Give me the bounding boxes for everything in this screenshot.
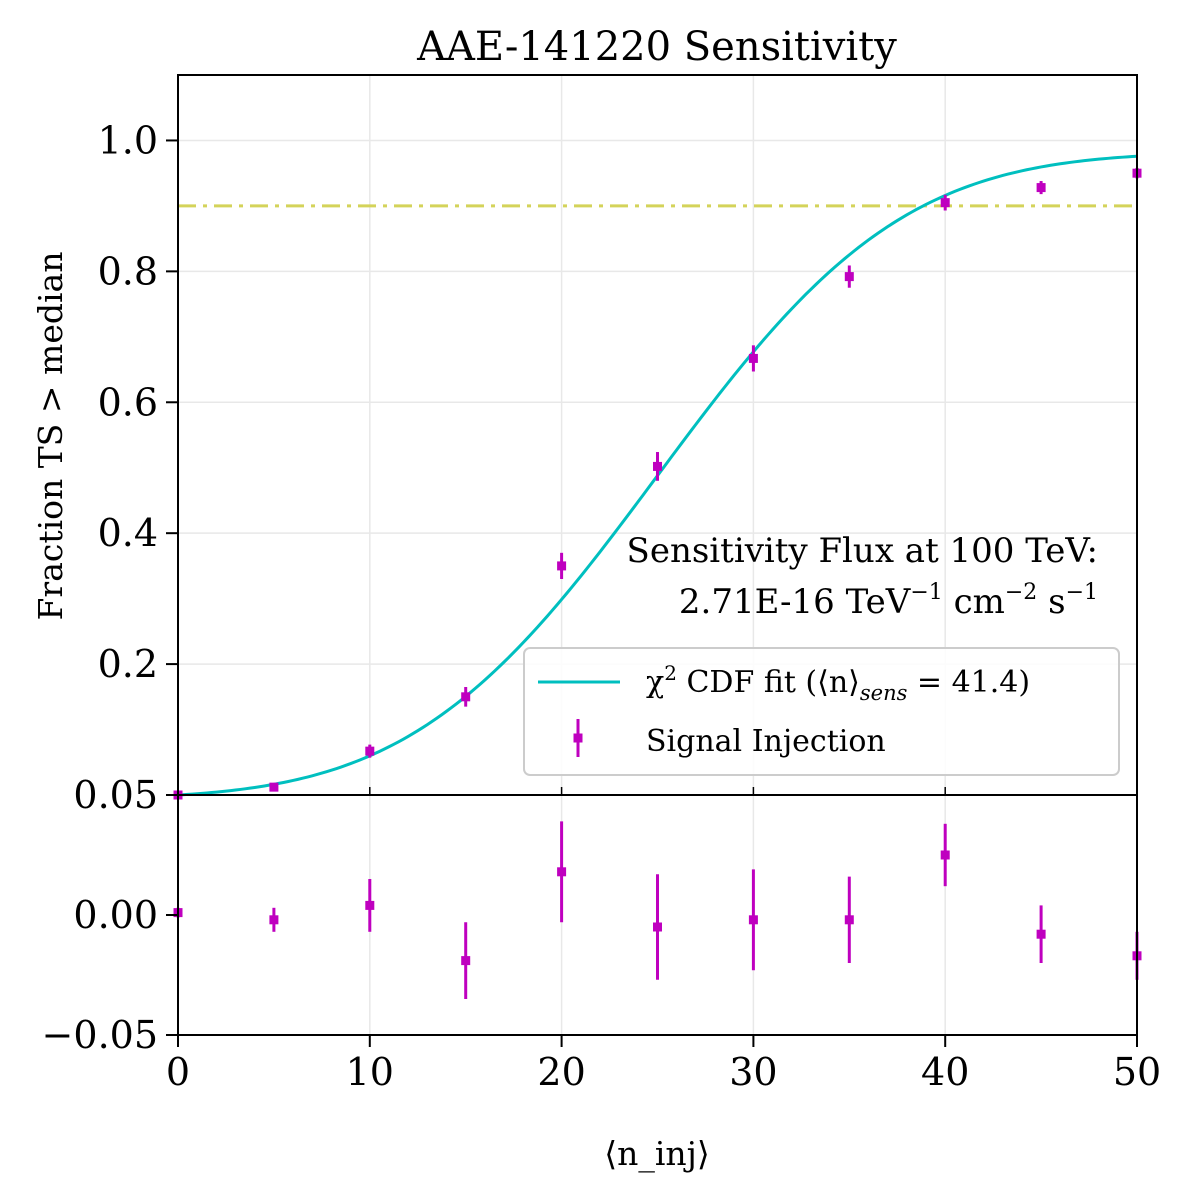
y-tick-label-top: 1.0 (98, 118, 158, 162)
annotation-line2: 2.71E-16 TeV−1 cm−2 s−1 (679, 580, 1098, 622)
y-axis-label: Fraction TS > median (31, 252, 70, 621)
residual-marker (940, 850, 950, 860)
residual-marker (461, 956, 471, 966)
signal-point (844, 265, 854, 288)
residual-point (940, 823, 950, 887)
signal-marker (461, 692, 471, 702)
legend-signal-marker (573, 733, 583, 743)
x-axis-label: ⟨n_inj⟩ (604, 1134, 710, 1174)
residual-marker (653, 922, 662, 932)
legend-box (523, 647, 1120, 776)
residual-marker (269, 915, 279, 925)
residual-point (1036, 905, 1046, 963)
x-tick-label: 40 (921, 1050, 969, 1094)
residual-marker (1036, 929, 1046, 939)
bottom-ticks: −0.05 0.00 (42, 893, 178, 1057)
legend-signal-label: Signal Injection (646, 724, 886, 759)
legend-signal-swatch (573, 719, 583, 757)
x-tick-label: 0 (166, 1050, 190, 1094)
chart-title: AAE-141220 Sensitivity (416, 24, 897, 70)
y-tick-label-top: 0.4 (98, 511, 158, 555)
residual-marker (557, 867, 567, 877)
signal-point (461, 687, 471, 707)
residual-point (365, 879, 375, 932)
residual-point (557, 821, 567, 923)
x-tick-label: 10 (346, 1050, 394, 1094)
residual-marker (748, 915, 758, 925)
residual-point (844, 876, 854, 963)
legend-fit-label: χ2 CDF fit (⟨n⟩sens = 41.4) (646, 661, 1030, 705)
legend: χ2 CDF fit (⟨n⟩sens = 41.4) Signal Injec… (523, 647, 1120, 776)
y-tick-label-top: 0.05 (73, 773, 158, 817)
signal-marker (557, 561, 567, 571)
signal-marker (1036, 183, 1046, 193)
residual-point (748, 869, 758, 971)
signal-point (748, 345, 758, 372)
residual-point (653, 874, 662, 980)
x-tick-label: 50 (1113, 1050, 1161, 1094)
y-tick-label-top: 0.2 (98, 642, 158, 686)
x-tick-label: 30 (729, 1050, 777, 1094)
y-tick-label-bottom: 0.00 (73, 893, 158, 937)
signal-marker (940, 198, 950, 208)
signal-marker (365, 746, 375, 756)
signal-point (269, 782, 279, 792)
top-ticks: 0.05 0.2 0.4 0.6 0.8 1.0 (73, 118, 178, 817)
signal-point (1036, 181, 1046, 195)
signal-marker (748, 353, 758, 363)
signal-point (653, 452, 662, 481)
x-tick-label: 20 (537, 1050, 585, 1094)
signal-marker (653, 461, 662, 471)
residual-marker (844, 915, 854, 925)
residual-points (173, 821, 1142, 999)
y-tick-label-bottom: −0.05 (42, 1013, 158, 1057)
signal-marker (844, 272, 854, 282)
x-ticks: 0 10 20 30 40 50 (166, 787, 1161, 1094)
signal-marker (269, 782, 279, 792)
residual-marker (365, 900, 375, 910)
annotation-line1: Sensitivity Flux at 100 TeV: (627, 531, 1098, 571)
y-tick-label-top: 0.6 (98, 380, 158, 424)
y-tick-label-top: 0.8 (98, 249, 158, 293)
signal-point (557, 552, 567, 579)
signal-point (365, 744, 375, 758)
signal-point (940, 194, 950, 211)
residual-point (461, 922, 471, 999)
residual-point (269, 907, 279, 932)
